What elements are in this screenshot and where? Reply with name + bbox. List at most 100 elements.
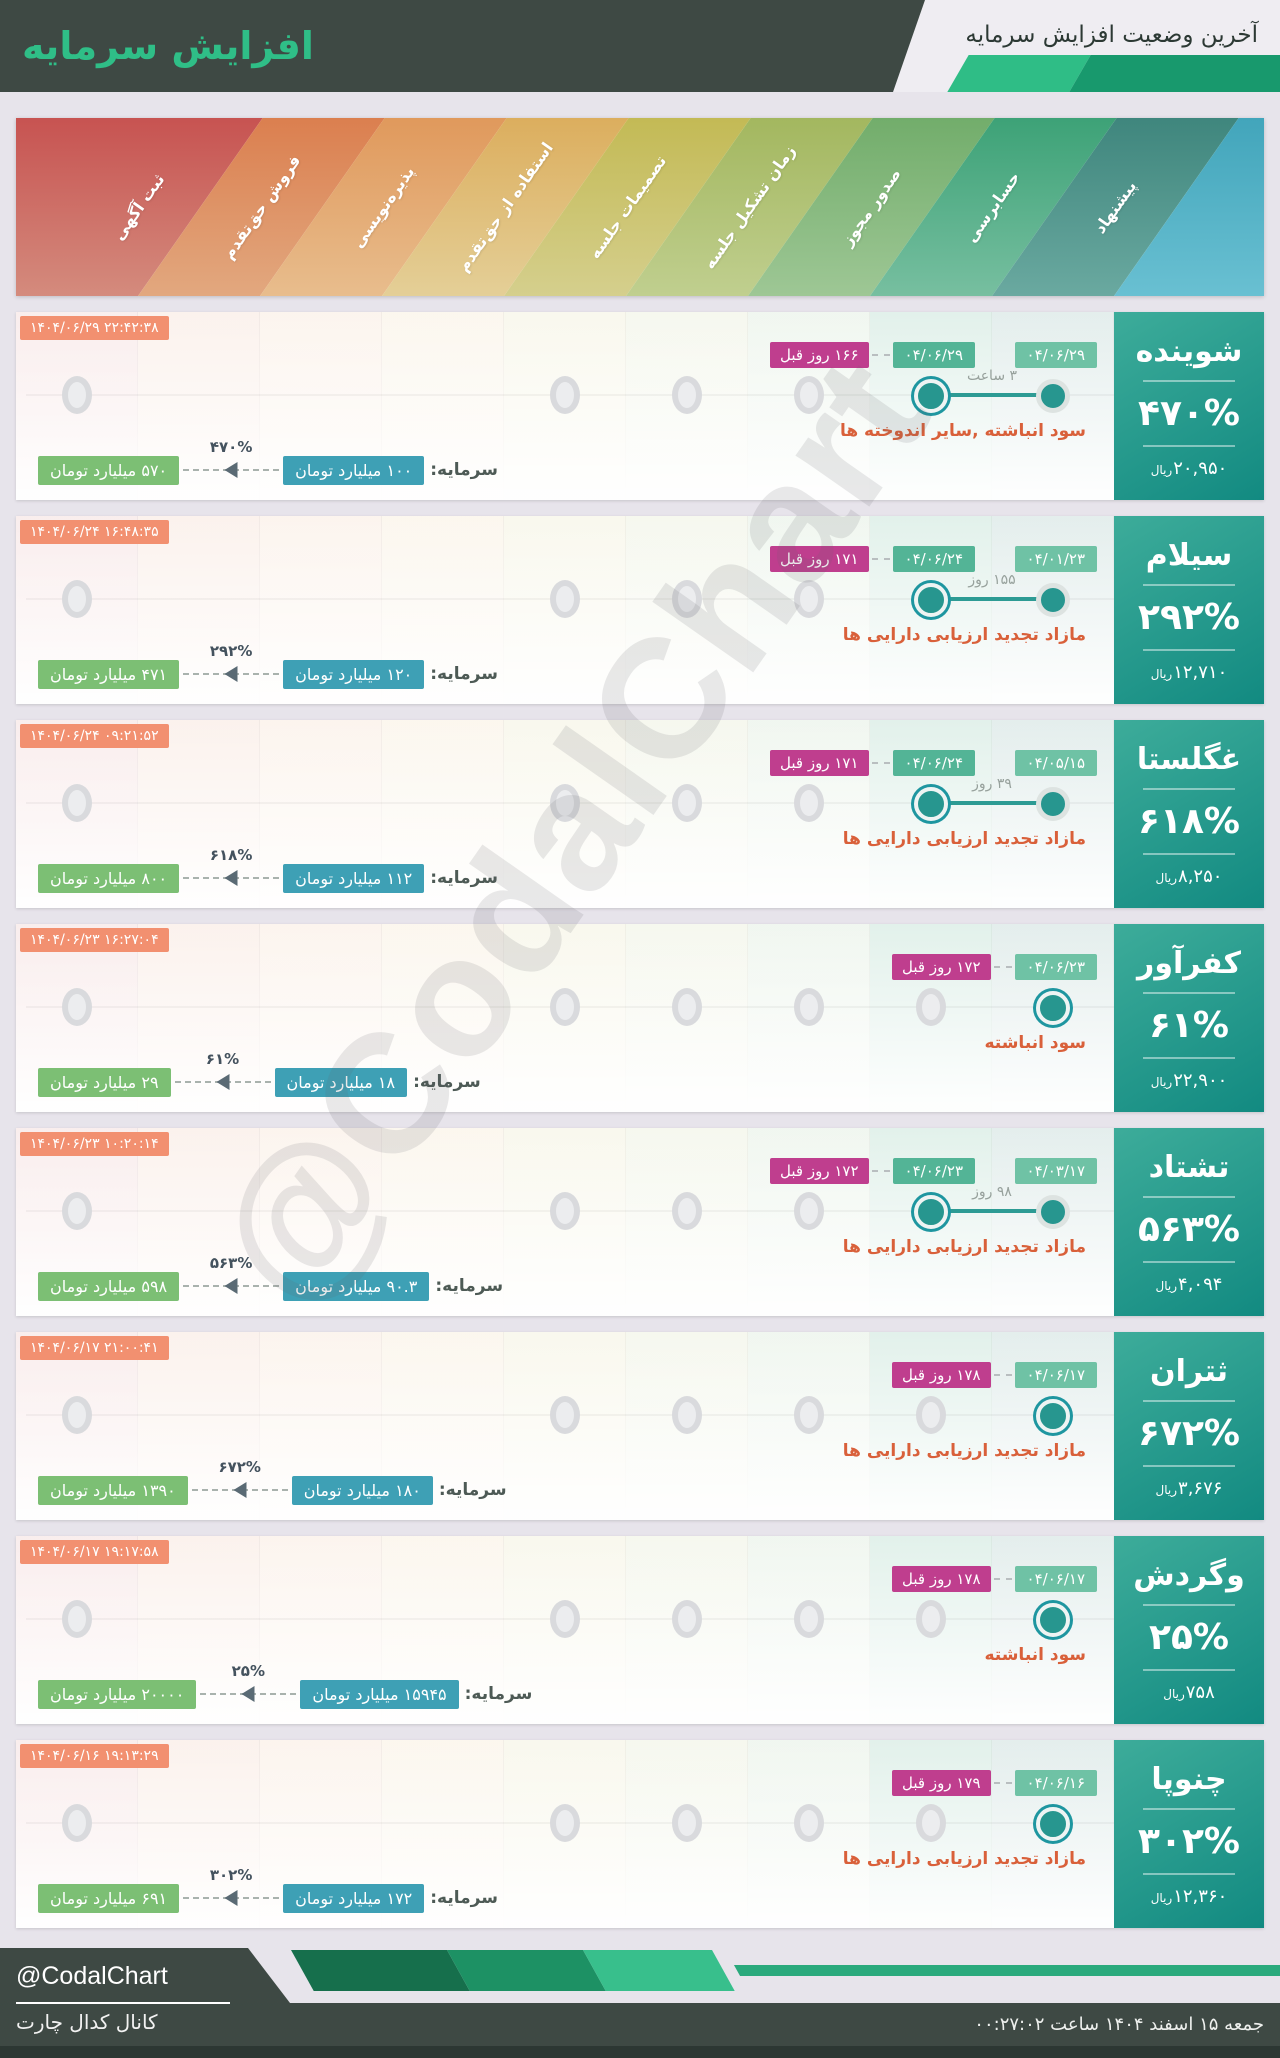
company-panel: سیلام ۲۹۲% ۱۲,۷۱۰ ریال [1114, 516, 1264, 704]
new-capital-badge: ۵۹۸ میلیارد تومان [38, 1271, 180, 1301]
stage-dot-empty [550, 580, 580, 618]
proposal-date-group: ۱۷۸ روز قبل ۰۴/۰۶/۱۷ [892, 1362, 1097, 1388]
proposal-date-badge: ۰۴/۰۶/۲۹ [1014, 342, 1097, 368]
growth-arrow: ۴۷۰% [179, 438, 283, 485]
company-name: کفرآور [1137, 945, 1241, 981]
price-value: ۱۲,۳۶۰ [1173, 1885, 1228, 1907]
proposal-dot [1036, 379, 1070, 413]
company-row: ۱۴۰۴/۰۶/۲۴ ۱۶:۴۸:۳۵ ۱۷۱ روز قبل ۰۴/۰۶/۲۴… [16, 516, 1264, 704]
growth-arrow: ۲۹۲% [179, 642, 283, 689]
stage-dot-empty [62, 580, 92, 618]
stage-dot-empty [672, 1192, 702, 1230]
panel-divider [1143, 1464, 1235, 1467]
days-ago-badge: ۱۷۸ روز قبل [892, 1566, 991, 1592]
capital-change: ۵۹۸ میلیارد تومان ۵۶۳% ۹۰.۳ میلیارد توما… [38, 1254, 504, 1301]
company-row: ۱۴۰۴/۰۶/۲۳ ۱۰:۲۰:۱۴ ۱۷۲ روز قبل ۰۴/۰۶/۲۳… [16, 1128, 1264, 1316]
proposal-dot [1036, 1603, 1070, 1637]
stage-dot-empty [672, 988, 702, 1026]
company-price: ۲۲,۹۰۰ ریال [1151, 1070, 1228, 1091]
green-parallelogram-light [947, 55, 1091, 92]
dash-connector [993, 1578, 1012, 1580]
proposal-date-group: ۰۴/۰۳/۱۷ [1014, 1158, 1097, 1184]
new-capital-badge: ۶۹۱ میلیارد تومان [38, 1883, 180, 1913]
growth-percent: ۵۶۳% [209, 1254, 253, 1272]
company-price: ۱۲,۳۶۰ ریال [1151, 1886, 1228, 1907]
capital-label: سرمایه: [430, 460, 498, 480]
audit-date-badge: ۰۴/۰۶/۲۴ [892, 750, 975, 776]
price-unit: ریال [1150, 1890, 1173, 1905]
timeline-gap-label: ۹۸ روز [972, 1184, 1012, 1200]
current-capital-badge: ۱۱۲ میلیارد تومان [283, 863, 425, 893]
stage-dot-empty [794, 580, 824, 618]
company-growth-percent: ۴۷۰% [1138, 392, 1240, 434]
stage-dot-empty [550, 988, 580, 1026]
company-panel: ثتران ۶۷۲% ۳,۶۷۶ ریال [1114, 1332, 1264, 1520]
new-capital-badge: ۵۷۰ میلیارد تومان [38, 455, 180, 485]
stage-dot-empty [62, 784, 92, 822]
dash-connector [993, 1782, 1012, 1784]
company-row: ۱۴۰۴/۰۶/۱۶ ۱۹:۱۳:۲۹ ۱۷۹ روز قبل ۰۴/۰۶/۱۶… [16, 1740, 1264, 1928]
price-unit: ریال [1155, 1278, 1178, 1293]
timeline-segment [931, 393, 1053, 397]
audit-date-badge: ۰۴/۰۶/۲۹ [892, 342, 975, 368]
audit-date-badge: ۰۴/۰۶/۲۳ [892, 1158, 975, 1184]
company-row: ۱۴۰۴/۰۶/۲۴ ۰۹:۲۱:۵۲ ۱۷۱ روز قبل ۰۴/۰۶/۲۴… [16, 720, 1264, 908]
company-row: ۱۴۰۴/۰۶/۱۷ ۲۱:۰۰:۴۱ ۱۷۸ روز قبل ۰۴/۰۶/۱۷… [16, 1332, 1264, 1520]
capital-change: ۱۳۹۰ میلیارد تومان ۶۷۲% ۱۸۰ میلیارد توما… [38, 1458, 507, 1505]
arrow-head-icon [241, 1686, 255, 1702]
stage-dot-empty [672, 376, 702, 414]
audit-date-badge: ۰۴/۰۶/۲۴ [892, 546, 975, 572]
stage-dot-empty [672, 580, 702, 618]
capital-change: ۲۹ میلیارد تومان ۶۱% ۱۸ میلیارد تومان سر… [38, 1050, 481, 1097]
dash-connector [993, 966, 1012, 968]
current-capital-badge: ۱۵۹۴۵ میلیارد تومان [300, 1679, 459, 1709]
panel-divider [1143, 991, 1235, 994]
company-growth-percent: ۵۶۳% [1138, 1208, 1240, 1250]
proposal-date-badge: ۰۴/۰۳/۱۷ [1014, 1158, 1097, 1184]
growth-arrow: ۶۱% [171, 1050, 275, 1097]
current-capital-badge: ۱۸۰ میلیارد تومان [291, 1475, 433, 1505]
stage-dot-empty [550, 784, 580, 822]
publish-timestamp-badge: ۱۴۰۴/۰۶/۲۴ ۱۶:۴۸:۳۵ [20, 520, 169, 544]
current-capital-badge: ۱۷۲ میلیارد تومان [283, 1883, 425, 1913]
capital-label: سرمایه: [435, 1276, 504, 1296]
panel-divider [1143, 787, 1235, 790]
proposal-date-badge: ۰۴/۰۶/۱۶ [1014, 1770, 1097, 1796]
footer-underline [16, 2002, 230, 2004]
timeline-segment [931, 1209, 1053, 1213]
funding-method-text: مازاد تجدید ارزیابی دارایی ها [842, 1237, 1086, 1257]
company-name: غگلستا [1136, 741, 1242, 777]
footer-green-block-light [583, 1950, 735, 1991]
arrow-head-icon [224, 1890, 238, 1906]
stage-dot-empty [794, 376, 824, 414]
arrow-head-icon [224, 666, 238, 682]
growth-percent: ۲۹۲% [209, 642, 253, 660]
growth-percent: ۳۰۲% [209, 1866, 253, 1884]
footer-green-bar [733, 1965, 1280, 1976]
stage-dot-empty [794, 1396, 824, 1434]
company-name: سیلام [1145, 537, 1233, 573]
header: افزایش سرمایه آخرین وضعیت افزایش سرمایه [0, 0, 1280, 92]
capital-change: ۴۷۱ میلیارد تومان ۲۹۲% ۱۲۰ میلیارد تومان… [38, 642, 498, 689]
channel-name: کانال کدال چارت [16, 2010, 158, 2034]
days-ago-badge: ۱۷۹ روز قبل [892, 1770, 991, 1796]
audit-dot [914, 379, 948, 413]
proposal-dot [1036, 1807, 1070, 1841]
proposal-date-badge: ۰۴/۰۱/۲۳ [1014, 546, 1097, 572]
company-name: چنوپا [1151, 1761, 1227, 1797]
company-growth-percent: ۲۹۲% [1138, 596, 1240, 638]
company-price: ۷۵۸ ریال [1163, 1682, 1215, 1703]
stage-dot-empty [672, 1600, 702, 1638]
company-growth-percent: ۶۱۸% [1138, 800, 1240, 842]
panel-divider [1143, 1195, 1235, 1198]
company-name: ثتران [1149, 1353, 1229, 1389]
proposal-dot [1036, 1195, 1070, 1229]
page-title: افزایش سرمایه [22, 24, 314, 68]
footer: @CodalChart کانال کدال چارت جمعه ۱۵ اسفن… [0, 1948, 1280, 2058]
funding-method-text: مازاد تجدید ارزیابی دارایی ها [842, 1441, 1086, 1461]
panel-divider [1143, 1399, 1235, 1402]
price-value: ۲۲,۹۰۰ [1173, 1069, 1228, 1091]
stage-dot-empty [916, 988, 946, 1026]
capital-label: سرمایه: [430, 868, 498, 888]
publish-timestamp-badge: ۱۴۰۴/۰۶/۲۳ ۱۰:۲۰:۱۴ [20, 1132, 169, 1156]
